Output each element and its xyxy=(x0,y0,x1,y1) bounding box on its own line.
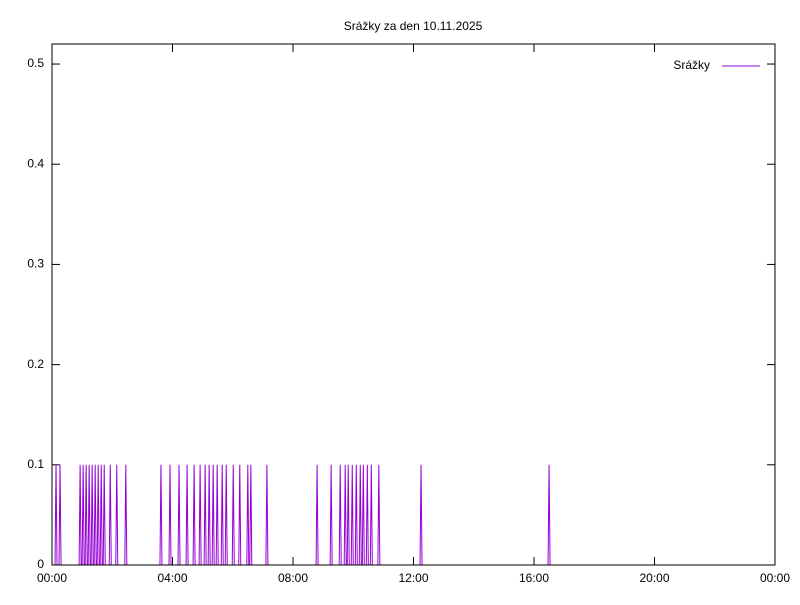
y-tick-label: 0.4 xyxy=(27,156,44,170)
x-tick-label: 16:00 xyxy=(519,571,549,585)
y-tick-label: 0.5 xyxy=(27,56,44,70)
y-tick-label: 0.3 xyxy=(27,257,44,271)
x-tick-label: 00:00 xyxy=(37,571,67,585)
x-tick-label: 20:00 xyxy=(639,571,669,585)
y-tick-label: 0.1 xyxy=(27,457,44,471)
y-tick-label: 0 xyxy=(37,557,44,571)
y-tick-label: 0.2 xyxy=(27,357,44,371)
data-line xyxy=(52,464,551,566)
x-tick-label: 12:00 xyxy=(398,571,428,585)
x-tick-label: 04:00 xyxy=(157,571,187,585)
chart-title: Srážky za den 10.11.2025 xyxy=(344,19,483,33)
legend-label: Srážky xyxy=(673,58,710,72)
x-tick-label: 08:00 xyxy=(278,571,308,585)
plot-frame xyxy=(51,43,776,566)
x-tick-label: 00:00 xyxy=(760,571,790,585)
